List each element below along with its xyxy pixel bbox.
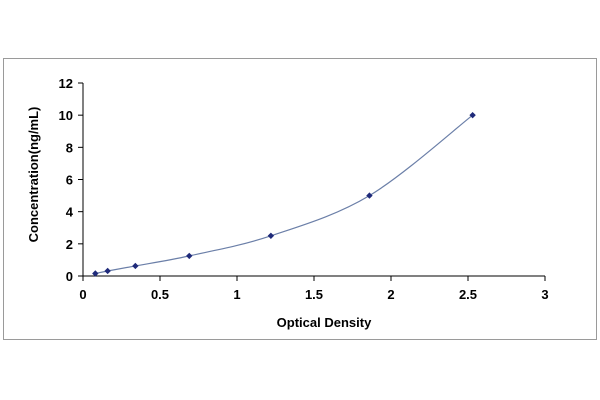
y-tick-labels: 0 2 4 6 8 10 12	[59, 76, 74, 284]
data-point	[267, 232, 275, 239]
y-tick-label: 8	[66, 140, 73, 155]
data-markers	[92, 111, 476, 277]
x-tick-label: 1.5	[305, 287, 323, 302]
fit-curve	[95, 114, 473, 275]
x-tick-label: 0.5	[151, 287, 169, 302]
y-tick-label: 0	[66, 269, 73, 284]
x-tick-label: 1	[233, 287, 240, 302]
data-point	[132, 262, 139, 270]
x-tick-labels: 0 0.5 1 1.5 2 2.5 3	[79, 287, 548, 302]
y-tick-label: 12	[59, 76, 73, 91]
x-tick-label: 3	[541, 287, 548, 302]
axes	[78, 82, 546, 281]
data-point	[186, 252, 193, 260]
y-tick-label: 4	[66, 205, 74, 220]
x-tick-label: 2.5	[459, 287, 477, 302]
x-tick-label: 2	[387, 287, 394, 302]
y-tick-label: 2	[66, 237, 73, 252]
data-point	[92, 270, 99, 277]
data-point	[469, 111, 476, 119]
y-tick-label: 10	[59, 108, 73, 123]
chart-frame	[3, 58, 597, 340]
x-axis-title: Optical Density	[277, 315, 372, 330]
data-point	[104, 267, 111, 275]
data-point	[366, 192, 373, 199]
y-tick-label: 6	[66, 173, 73, 188]
x-tick-label: 0	[79, 287, 86, 302]
y-axis-title: Concentration(ng/mL)	[26, 107, 41, 243]
